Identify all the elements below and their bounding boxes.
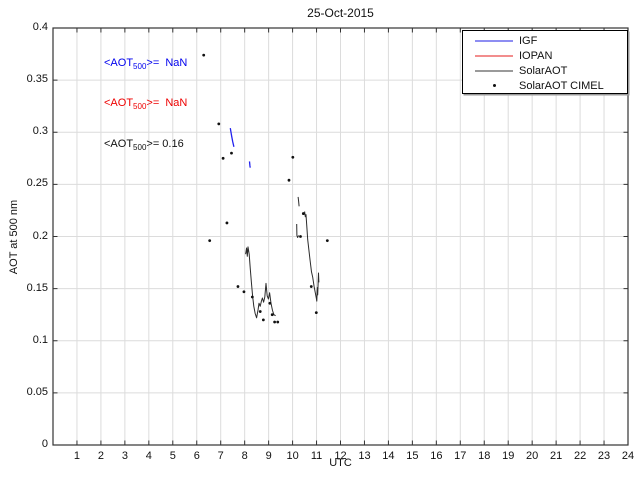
annotation-subscript: 500 bbox=[133, 62, 147, 72]
igf-line bbox=[229, 127, 235, 147]
x-tick-label-9: 9 bbox=[265, 450, 272, 462]
x-tick-label-15: 15 bbox=[406, 450, 419, 462]
annotation-igf-mean: <AOT500>= NaN bbox=[104, 57, 187, 71]
solaraot-line bbox=[296, 223, 300, 238]
annotation-prefix: <AOT bbox=[104, 97, 134, 109]
x-tick-label-7: 7 bbox=[217, 450, 224, 462]
data-point bbox=[301, 212, 305, 215]
x-tick-label-4: 4 bbox=[145, 450, 152, 462]
data-point bbox=[273, 320, 277, 324]
y-tick-label-0.25: 0.25 bbox=[26, 177, 48, 190]
data-point bbox=[261, 318, 265, 322]
x-tick-label-13: 13 bbox=[358, 450, 371, 462]
solaraot-line bbox=[304, 211, 320, 302]
x-tick-label-12: 12 bbox=[334, 450, 347, 462]
data-point bbox=[299, 235, 302, 238]
y-tick-label-0.05: 0.05 bbox=[26, 385, 48, 398]
legend: IGF IOPAN SolarAOT SolarAOT CIMEL bbox=[462, 30, 628, 94]
x-tick-label-5: 5 bbox=[169, 450, 176, 462]
x-tick-label-20: 20 bbox=[526, 450, 539, 462]
legend-label: SolarAOT CIMEL bbox=[519, 79, 604, 92]
annotation-iopan-mean: <AOT500>= NaN bbox=[104, 97, 187, 111]
data-point bbox=[230, 151, 233, 155]
legend-label: IGF bbox=[519, 34, 538, 47]
data-point bbox=[291, 155, 295, 159]
y-tick-label-0.15: 0.15 bbox=[26, 281, 48, 294]
data-point bbox=[202, 53, 206, 57]
y-tick-label-0.2: 0.2 bbox=[32, 229, 48, 242]
annotation-value: >= NaN bbox=[146, 97, 188, 109]
x-tick-label-17: 17 bbox=[454, 450, 467, 462]
solaraot-line bbox=[245, 246, 276, 319]
x-tick-label-14: 14 bbox=[382, 450, 395, 462]
data-point bbox=[309, 285, 313, 288]
data-point bbox=[236, 285, 240, 288]
data-point bbox=[250, 295, 254, 299]
annotation-prefix: <AOT bbox=[104, 57, 134, 69]
data-point bbox=[221, 156, 225, 160]
x-tick-label-11: 11 bbox=[310, 450, 323, 462]
data-point bbox=[314, 311, 318, 315]
data-point bbox=[258, 310, 262, 313]
legend-item-iopan: IOPAN bbox=[463, 48, 627, 63]
x-tick-label-24: 24 bbox=[621, 450, 635, 462]
solaraot-line-swatch bbox=[475, 69, 513, 72]
cimel-marker-dot bbox=[492, 84, 496, 87]
legend-label: IOPAN bbox=[519, 49, 553, 62]
legend-item-solaraot: SolarAOT bbox=[463, 63, 627, 78]
chart-title: 25-Oct-2015 bbox=[307, 6, 374, 20]
data-point bbox=[268, 301, 272, 305]
x-tick-label-2: 2 bbox=[97, 450, 104, 462]
annotation-value: >= 0.16 bbox=[146, 138, 184, 150]
legend-label: SolarAOT bbox=[519, 64, 568, 77]
data-point bbox=[270, 313, 274, 317]
data-point bbox=[217, 122, 221, 126]
annotation-subscript: 500 bbox=[133, 102, 147, 112]
igf-line-swatch bbox=[475, 39, 513, 42]
x-tick-label-19: 19 bbox=[502, 450, 515, 462]
annotation-value: >= NaN bbox=[146, 57, 188, 69]
data-point bbox=[225, 221, 229, 225]
y-tick-label-0.4: 0.4 bbox=[32, 21, 48, 33]
x-tick-label-8: 8 bbox=[241, 450, 248, 462]
x-tick-label-21: 21 bbox=[550, 450, 563, 462]
x-tick-label-3: 3 bbox=[121, 450, 128, 462]
y-tick-label-0.1: 0.1 bbox=[32, 333, 48, 346]
data-point bbox=[208, 239, 212, 243]
x-tick-label-1: 1 bbox=[73, 450, 81, 462]
annotation-solaraot-mean: <AOT500>= 0.16 bbox=[104, 138, 184, 152]
data-point bbox=[325, 239, 329, 243]
legend-item-igf: IGF bbox=[463, 33, 627, 48]
x-tick-label-16: 16 bbox=[430, 450, 443, 462]
x-tick-label-23: 23 bbox=[597, 450, 611, 462]
annotation-subscript: 500 bbox=[133, 143, 147, 153]
x-tick-label-10: 10 bbox=[286, 450, 299, 462]
igf-line bbox=[248, 161, 251, 168]
y-tick-label-0: 0 bbox=[41, 438, 48, 450]
cimel-dot-swatch bbox=[475, 81, 513, 91]
x-tick-label-18: 18 bbox=[478, 450, 491, 462]
iopan-line-swatch bbox=[475, 54, 513, 57]
legend-item-solaraot-cimel: SolarAOT CIMEL bbox=[463, 78, 627, 93]
x-tick-label-6: 6 bbox=[193, 450, 200, 462]
y-tick-label-0.3: 0.3 bbox=[32, 125, 48, 138]
data-point bbox=[287, 178, 291, 182]
data-point bbox=[242, 290, 246, 294]
x-tick-label-22: 22 bbox=[573, 450, 587, 462]
solaraot-line bbox=[297, 196, 300, 207]
data-point bbox=[276, 320, 280, 324]
y-tick-label-0.35: 0.35 bbox=[26, 73, 48, 86]
y-axis-label: AOT at 500 nm bbox=[8, 199, 20, 275]
x-axis-label: UTC bbox=[329, 457, 352, 469]
annotation-prefix: <AOT bbox=[104, 138, 134, 150]
